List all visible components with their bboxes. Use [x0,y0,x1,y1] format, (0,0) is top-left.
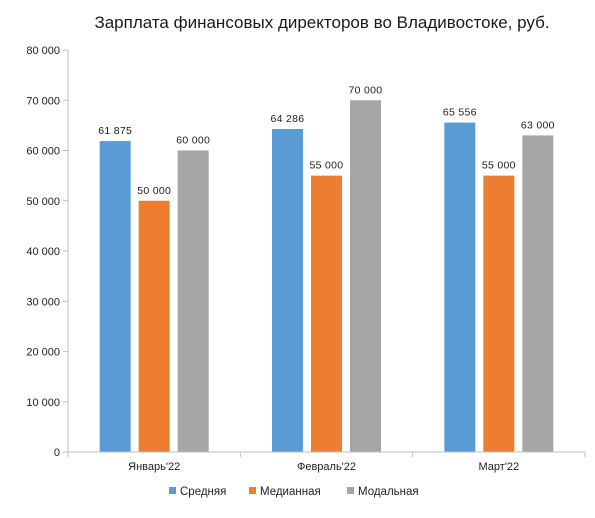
bar [483,175,515,452]
legend-swatch [347,487,354,494]
y-tick-label: 30 000 [26,296,60,308]
x-tick-label: Февраль'22 [297,461,356,473]
bar [138,200,170,452]
x-axis: Январь'22 Февраль'22 Март'22 [67,451,586,473]
data-label: 55 000 [310,160,344,172]
bar [99,141,131,452]
y-tick-label: 40 000 [26,246,60,258]
bars [99,100,554,453]
bar [177,150,209,452]
bar [272,128,303,453]
data-label: 70 000 [349,84,383,96]
bar [444,122,476,452]
y-axis: 0 10 000 20 000 30 000 40 000 50 000 60 000 70 … [26,45,69,459]
legend: Средняя Медианная Модальная [169,486,419,498]
y-tick-label: 50 000 [26,196,60,208]
data-label: 50 000 [137,185,171,197]
legend-label: Медианная [260,486,321,498]
y-tick-label: 70 000 [26,95,60,107]
x-tick-label: Март'22 [479,461,520,473]
data-labels: 61 875 50 000 60 000 64 286 55 000 70 000 65 5… [98,84,555,197]
y-tick-label: 20 000 [26,347,60,359]
legend-label: Средняя [180,486,226,498]
bar [522,135,554,453]
bar [350,100,381,452]
data-label: 61 875 [98,125,132,137]
y-tick-label: 80 000 [26,45,60,57]
data-label: 64 286 [271,113,305,125]
y-tick-label: 60 000 [26,146,60,158]
legend-label: Модальная [358,486,419,498]
legend-swatch [169,487,176,494]
x-tick-label: Январь'22 [128,461,180,473]
y-tick-label: 10 000 [26,397,60,409]
y-tick-label: 0 [54,447,60,459]
data-label: 60 000 [176,135,210,147]
data-label: 63 000 [521,119,555,131]
legend-swatch [249,487,256,494]
bar [311,175,342,452]
data-label: 65 556 [443,107,477,119]
data-label: 55 000 [482,160,516,172]
chart-title: Зарплата финансовых директоров во Владив… [94,13,549,32]
